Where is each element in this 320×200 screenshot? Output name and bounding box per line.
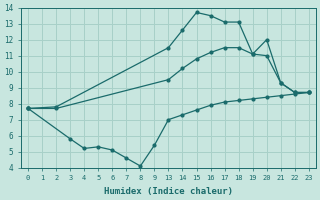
- X-axis label: Humidex (Indice chaleur): Humidex (Indice chaleur): [104, 187, 233, 196]
